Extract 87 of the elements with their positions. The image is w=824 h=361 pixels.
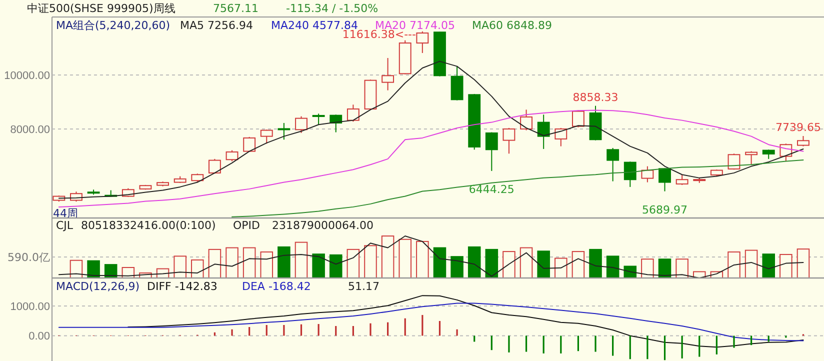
candlestick (641, 166, 654, 183)
candlestick (554, 127, 568, 147)
annotation: 8858.33 (572, 90, 618, 104)
annotation: 11616.38<--- (342, 28, 416, 41)
candlestick (762, 149, 775, 160)
chart-title: CJL (56, 219, 74, 232)
bar (416, 240, 429, 278)
line-series (128, 295, 804, 348)
bar (728, 251, 740, 278)
bar (676, 258, 688, 278)
annotation: 44周 (53, 207, 78, 220)
chart-title: 中证500(SHSE 999905)周线 (27, 2, 176, 15)
y-tick-label: 8000.00 (10, 124, 50, 136)
bar (226, 247, 238, 278)
line-series (232, 160, 804, 218)
candlestick (278, 122, 290, 140)
candlestick (346, 104, 360, 122)
candlestick (797, 135, 810, 147)
bar (468, 246, 481, 278)
candlestick (606, 147, 620, 182)
bar (87, 260, 100, 278)
candlestick (572, 110, 584, 128)
bar (554, 258, 568, 278)
bar (450, 256, 464, 278)
bar (312, 254, 325, 278)
text: OPID (233, 219, 260, 232)
candlestick (676, 174, 688, 186)
bar (485, 248, 498, 278)
candlestick (208, 158, 221, 174)
candlestick (295, 116, 308, 134)
candlestick (450, 66, 464, 101)
bar (762, 254, 775, 278)
bar (381, 236, 394, 278)
candlestick (658, 167, 671, 192)
bar (641, 258, 654, 278)
chart-title: MACD(12,26,9) (56, 280, 140, 293)
text: MA5 7256.94 (180, 19, 253, 32)
bar (780, 254, 792, 278)
y-tick-label: 10000.00 (4, 70, 50, 82)
bar (278, 246, 290, 278)
candlestick (624, 161, 636, 188)
candlestick (537, 114, 550, 150)
bar (796, 248, 810, 278)
annotation: 6444.25 (468, 182, 514, 196)
bar (174, 256, 186, 278)
bar (537, 250, 550, 278)
text: MA60 6848.89 (472, 19, 552, 32)
bar (242, 247, 256, 278)
candlestick (243, 136, 256, 152)
bar (191, 259, 204, 278)
annotation: 5689.97 (642, 203, 688, 216)
bar (260, 251, 274, 278)
y-tick-label: 1000.00 (10, 300, 50, 313)
bar (589, 248, 602, 278)
bar (294, 242, 308, 278)
bar (606, 256, 620, 278)
candlestick (520, 109, 532, 131)
text: -115.34 / -1.50% (286, 2, 378, 15)
text: 231879000064.00 (272, 219, 374, 232)
text: 7567.11 (213, 2, 258, 15)
bar (364, 245, 377, 278)
annotation: MA组合(5,240,20,60) (56, 19, 170, 32)
bar (433, 247, 446, 278)
candlestick (226, 150, 238, 162)
bar (346, 248, 360, 278)
candlestick (382, 57, 394, 91)
bar (572, 251, 585, 278)
candlestick (745, 150, 758, 166)
annotation: 51.17 (348, 280, 380, 293)
candlestick (416, 30, 429, 54)
annotation: 7739.65 (776, 120, 821, 134)
bar (398, 238, 412, 278)
bar (744, 250, 758, 278)
candlestick (260, 129, 273, 144)
bar (502, 251, 516, 278)
candlestick (502, 127, 516, 154)
candlestick (485, 132, 498, 172)
text: DEA -168.42 (242, 280, 311, 293)
line-series (58, 302, 804, 342)
bar (329, 254, 342, 278)
ref-line-label: 590.0亿 (8, 251, 50, 264)
y-tick-label: 0.00 (28, 330, 50, 343)
bar (208, 248, 222, 278)
text: 80518332416.00(0:100) (81, 219, 216, 232)
candlestick (312, 113, 325, 126)
bar (520, 247, 533, 278)
text: DIFF -142.83 (147, 280, 218, 293)
